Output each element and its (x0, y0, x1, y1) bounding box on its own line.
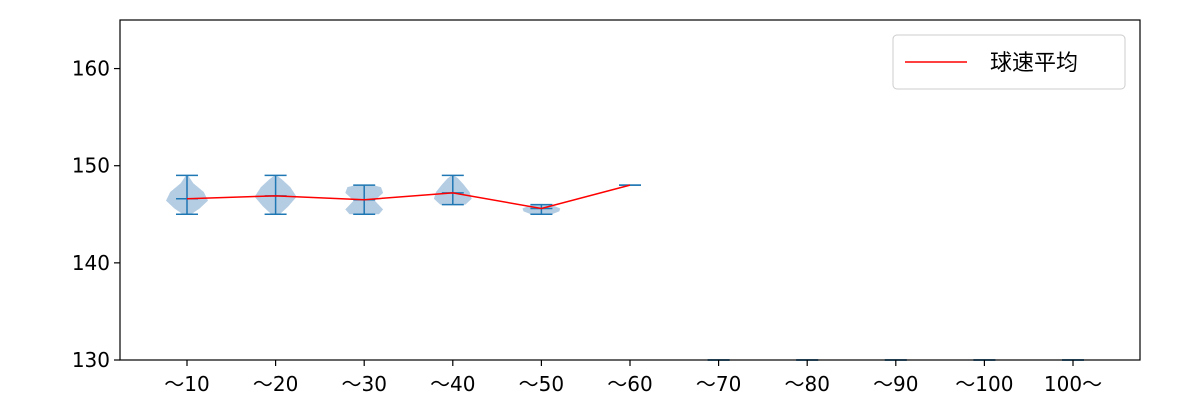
mean-speed-line (186, 184, 631, 210)
legend-frame (892, 34, 1126, 90)
x-axis: ～10 ～20 ～30 ～40 ～50 ～60 ～70 ～80 ～90 ～100 100～ (164, 360, 1102, 396)
legend-label-mean-speed: 球速平均 (990, 51, 1078, 76)
y-tick-label: 140 (72, 251, 110, 275)
y-tick-label: 160 (72, 57, 110, 81)
x-tick-label: ～40 (430, 372, 475, 396)
x-tick-label: ～10 (164, 372, 209, 396)
x-tick-label: ～70 (696, 372, 741, 396)
y-tick-label: 150 (72, 154, 110, 178)
x-tick-label: ～20 (253, 372, 298, 396)
x-tick-label: ～100 (955, 372, 1013, 396)
x-tick-label: ～50 (519, 372, 564, 396)
x-tick-label: ～90 (873, 372, 918, 396)
legend: 球速平均 (892, 34, 1126, 90)
x-tick-label: ～80 (784, 372, 829, 396)
x-tick-label: 100～ (1044, 372, 1102, 396)
x-tick-label: ～30 (341, 372, 386, 396)
y-tick-label: 130 (72, 348, 110, 372)
y-axis: 130 140 150 160 (72, 57, 120, 372)
x-tick-label: ～60 (607, 372, 652, 396)
mean-line-layer (186, 184, 631, 210)
